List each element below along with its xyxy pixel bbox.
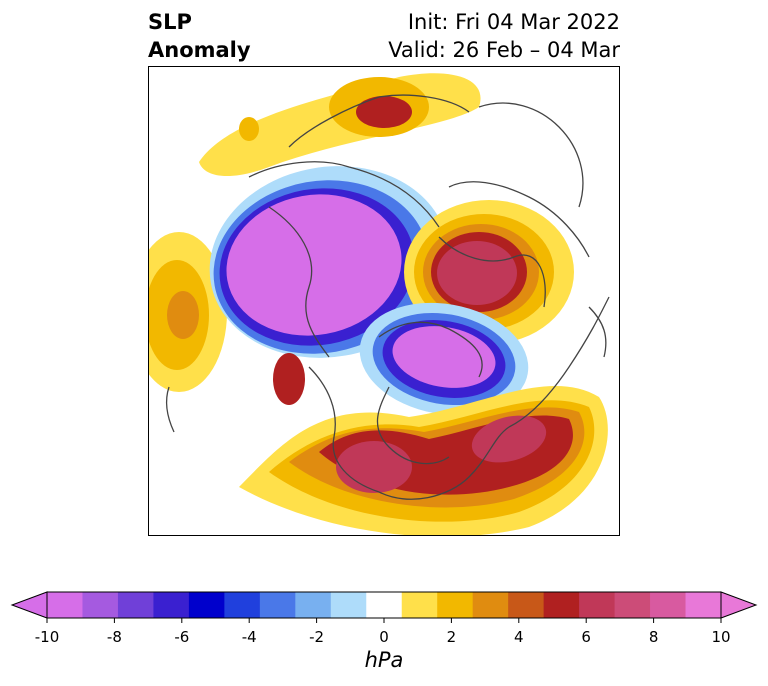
coastline-segment	[248, 161, 440, 228]
colorbar-tick-label: -2	[309, 628, 325, 646]
valid-range: Valid: 26 Feb – 04 Mar	[388, 38, 620, 62]
colorbar-segments	[10, 591, 758, 623]
colorbar-segment	[224, 592, 261, 618]
colorbar-segment	[437, 592, 474, 618]
colorbar-extend-max	[720, 591, 758, 619]
coastline-segment	[448, 181, 590, 258]
coastline-segment	[438, 236, 546, 308]
colorbar-extend-min	[10, 591, 48, 619]
coastline-segment	[308, 366, 380, 493]
colorbar-segment	[330, 592, 367, 618]
positive-anomaly-east-asia	[273, 353, 305, 405]
coastline-segment	[588, 306, 607, 358]
colorbar-tick-label: 2	[446, 628, 457, 646]
coastline-segment	[508, 296, 610, 428]
positive-anomaly-northamerica-core	[437, 241, 517, 305]
title-line-1: SLP	[148, 10, 192, 34]
colorbar-segment	[579, 592, 616, 618]
coastlines	[165, 94, 610, 500]
colorbar	[10, 591, 758, 623]
colorbar-segment	[117, 592, 154, 618]
colorbar-segment	[82, 592, 119, 618]
colorbar-segment	[366, 592, 403, 618]
colorbar-tick-label: 10	[711, 628, 731, 646]
positive-anomaly-south-core	[336, 441, 412, 493]
colorbar-segment	[47, 592, 83, 618]
title-line-2: Anomaly	[148, 38, 251, 62]
positive-anomaly-small	[239, 117, 259, 141]
colorbar-segment	[650, 592, 687, 618]
colorbar-segment	[188, 592, 225, 618]
colorbar-tick-label: 0	[379, 628, 389, 646]
colorbar-unit: hPa	[364, 648, 404, 672]
colorbar-segment	[295, 592, 332, 618]
colorbar-segment	[259, 592, 296, 618]
anomaly-fields	[149, 73, 608, 535]
colorbar-tick-label: 8	[648, 628, 659, 646]
coastline-segment	[288, 94, 470, 148]
coastline-segment	[376, 386, 450, 465]
coastline-segment	[378, 321, 483, 378]
colorbar-tick-label: -8	[106, 628, 122, 646]
colorbar-segment	[401, 592, 438, 618]
positive-anomaly-north-core	[356, 96, 412, 128]
colorbar-segment	[685, 592, 722, 618]
coastline-segment	[478, 102, 584, 208]
colorbar-tick-label: -4	[241, 628, 257, 646]
init-date: Init: Fri 04 Mar 2022	[407, 10, 620, 34]
colorbar-segment	[508, 592, 545, 618]
map-panel	[148, 66, 620, 536]
anomaly-map	[149, 73, 610, 535]
colorbar-tick-label: -10	[34, 628, 60, 646]
colorbar-segment	[543, 592, 580, 618]
colorbar-tick-label: 4	[514, 628, 524, 646]
coastline-segment	[165, 386, 175, 433]
positive-anomaly-southeast-core	[471, 415, 547, 463]
positive-anomaly-west-core	[167, 291, 199, 339]
negative-anomaly-eurasia-core	[226, 194, 402, 336]
colorbar-segment	[614, 592, 651, 618]
coastline-segment	[378, 426, 510, 500]
colorbar-tick-label: 6	[581, 628, 591, 646]
chart-title: SLP Anomaly	[148, 8, 251, 64]
date-info: Init: Fri 04 Mar 2022 Valid: 26 Feb – 04…	[388, 8, 620, 64]
colorbar-tick-label: -6	[174, 628, 190, 646]
coastline-segment	[268, 206, 330, 358]
negative-anomaly-arctic-core	[392, 326, 496, 388]
colorbar-segment	[472, 592, 509, 618]
colorbar-segment	[153, 592, 190, 618]
